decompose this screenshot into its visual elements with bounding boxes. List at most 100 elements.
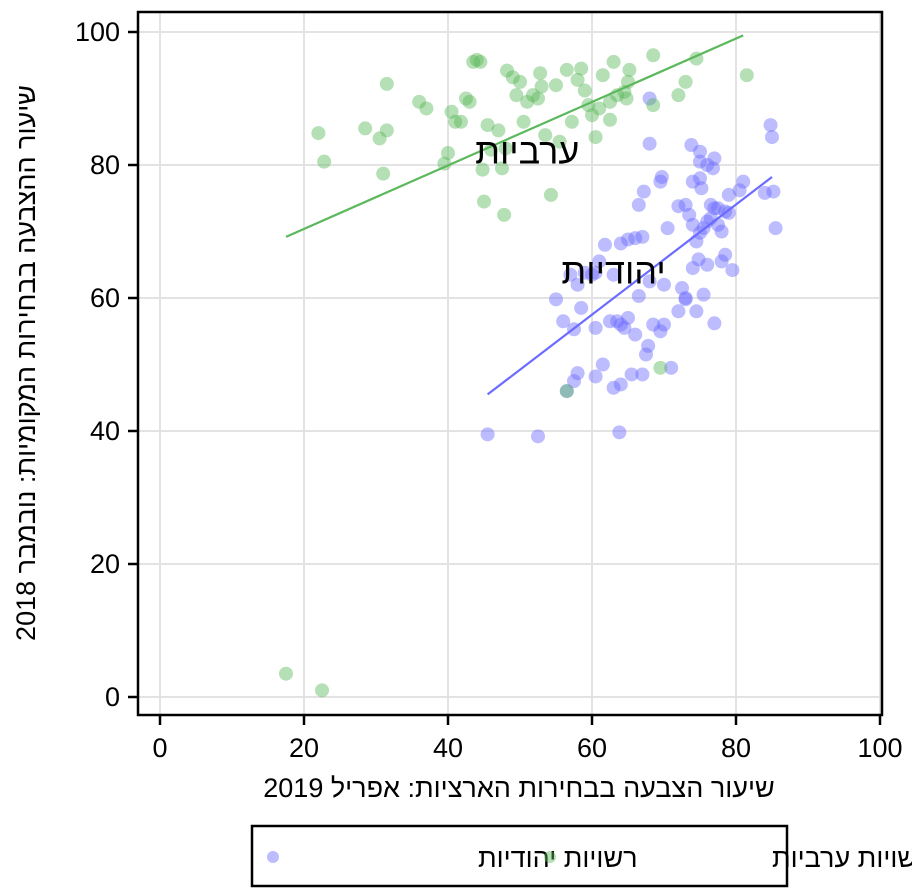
data-point [311,126,326,141]
data-point [606,380,621,395]
data-point [549,292,563,307]
annotation-jewish: יהודיות [561,250,665,291]
data-point [757,185,772,200]
data-point [412,94,427,109]
data-point [689,234,704,249]
data-point [559,62,574,77]
data-point [466,54,481,69]
y-axis: 0 20 40 60 80 100 [75,17,138,712]
data-point [685,174,700,189]
data-point [372,131,387,146]
data-point [641,338,656,353]
data-point [714,254,729,269]
data-point [531,429,545,444]
data-point [725,263,740,278]
y-tick-label: 80 [90,150,120,180]
data-point [500,63,515,78]
data-point [505,70,520,85]
data-point [739,68,754,83]
data-point [703,211,718,226]
fit-line [285,34,744,238]
data-point [480,118,495,133]
series-arab [279,48,754,698]
data-point [379,123,394,138]
data-point [473,54,488,69]
data-point [559,384,574,399]
data-point [671,304,686,319]
data-point [592,101,607,116]
data-point [577,265,592,280]
data-point [581,98,596,113]
data-point [721,187,736,202]
data-point [552,134,567,149]
data-point [671,199,686,214]
data-point [491,123,506,138]
data-point [675,281,689,296]
data-point [613,236,628,251]
data-point [617,84,632,99]
data-point [459,91,473,106]
data-point [628,231,643,246]
fit-lines [285,34,773,396]
data-point [613,317,628,332]
data-point [631,197,646,212]
x-tick-label: 20 [289,733,319,763]
data-point [574,300,589,315]
data-point [693,225,707,240]
data-point [678,292,693,307]
data-point [694,181,709,196]
data-point [563,267,578,282]
data-point [707,151,722,166]
data-point [619,91,634,106]
legend-label-arab: רשויות ערביות [772,843,912,873]
data-point [606,54,621,69]
data-point [525,88,540,103]
data-point [689,304,704,319]
data-point [696,287,711,302]
data-point [707,316,722,331]
data-point [448,114,463,129]
data-point [628,327,643,342]
grid-lines [138,12,882,715]
legend-marker-arab [544,851,556,863]
data-point [556,314,571,329]
x-tick-label: 0 [152,733,167,763]
data-point [732,183,747,198]
data-point [631,289,646,304]
data-point [592,254,607,269]
data-point [654,169,669,184]
y-tick-label: 0 [105,682,120,712]
data-point [646,48,661,63]
data-point [718,247,733,262]
data-point [693,144,707,159]
data-point [700,214,715,229]
data-point [279,666,293,681]
data-point [484,142,499,157]
legend-label-jewish: רשויות יהודיות [478,843,638,873]
data-point [533,66,548,81]
data-point [657,277,671,292]
data-point [691,252,706,267]
data-point [635,367,650,382]
data-point [622,62,637,77]
data-point [585,267,599,282]
data-point [441,146,455,161]
data-point [707,201,722,216]
data-point [469,52,484,67]
data-point [624,367,639,382]
data-point [570,277,585,292]
data-point [595,68,610,83]
x-tick-label: 100 [857,733,902,763]
data-point [700,158,715,172]
data-point [497,207,512,222]
y-axis-title: שיעור ההצבעה בבחירות המקומיות: נובמבר 20… [11,85,41,641]
data-point [588,130,603,145]
data-point [379,76,394,91]
x-axis: 0 20 40 60 80 100 [152,715,903,763]
data-point [564,114,579,129]
data-points [279,48,783,698]
data-point [610,88,625,103]
data-point [714,224,729,239]
data-point [660,221,675,236]
